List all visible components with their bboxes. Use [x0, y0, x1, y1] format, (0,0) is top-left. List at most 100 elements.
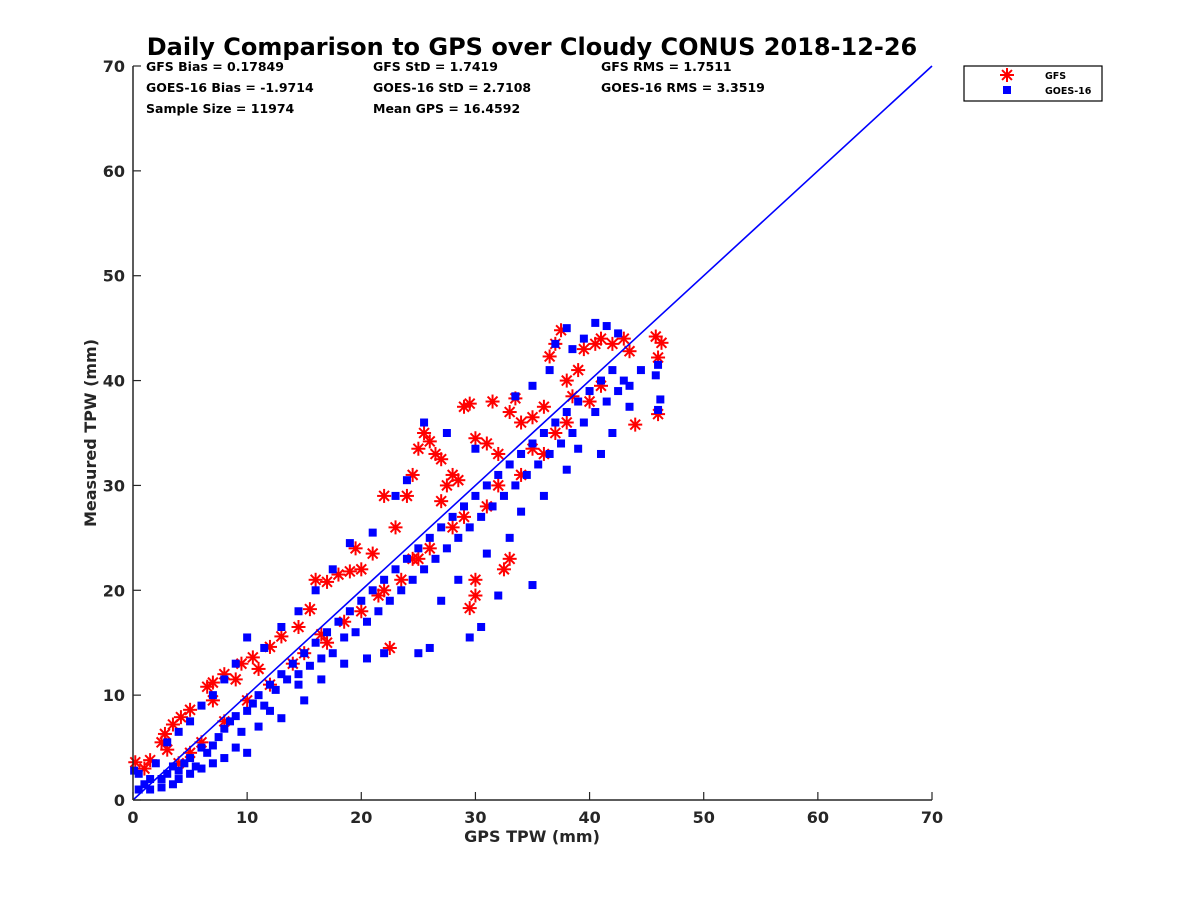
gfs-point: [542, 349, 557, 364]
x-axis-label: GPS TPW (mm): [464, 827, 600, 846]
goes-point: [368, 528, 377, 537]
gfs-point: [451, 473, 466, 488]
goes-point: [151, 759, 160, 768]
goes-point: [448, 512, 457, 521]
gfs-point: [628, 417, 643, 432]
goes-point: [608, 366, 617, 375]
gfs-point: [173, 710, 188, 725]
series-goes-16: [130, 318, 665, 794]
x-tick-label: 60: [807, 808, 829, 827]
goes-point: [340, 633, 349, 642]
plot-area: [128, 65, 933, 801]
goes-point: [574, 444, 583, 453]
goes-square-icon: [1003, 86, 1011, 94]
goes-point: [568, 345, 577, 354]
goes-point: [260, 643, 269, 652]
gfs-point: [514, 415, 529, 430]
goes-point: [482, 481, 491, 490]
gfs-point: [576, 342, 591, 357]
goes-point: [385, 596, 394, 605]
y-tick-label: 30: [103, 476, 125, 495]
gfs-point: [354, 604, 369, 619]
goes-point: [397, 586, 406, 595]
x-tick-label: 30: [464, 808, 486, 827]
goes-point: [328, 649, 337, 658]
goes-point: [168, 762, 177, 771]
x-tick-label: 50: [693, 808, 715, 827]
goes-point: [231, 712, 240, 721]
gfs-point: [422, 434, 437, 449]
x-tick-label: 0: [127, 808, 138, 827]
goes-point: [482, 549, 491, 558]
gfs-point: [571, 363, 586, 378]
goes-point: [323, 628, 332, 637]
goes-point: [277, 622, 286, 631]
goes-point: [243, 633, 252, 642]
goes-point: [311, 586, 320, 595]
goes-point: [614, 329, 623, 338]
goes-point: [340, 659, 349, 668]
goes-point: [551, 418, 560, 427]
goes-point: [305, 661, 314, 670]
goes-point: [351, 628, 360, 637]
goes-point: [591, 318, 600, 327]
goes-point: [539, 429, 548, 437]
goes-point: [237, 727, 246, 736]
legend-gfs-marker-icon: [1000, 68, 1014, 82]
goes-std-stat: GOES-16 StD = 2.7108: [373, 80, 531, 95]
gfs-point: [491, 446, 506, 461]
gfs-point: [559, 373, 574, 388]
goes-point: [596, 376, 605, 385]
y-tick-label: 0: [114, 791, 125, 810]
goes-point: [608, 429, 617, 437]
gfs-point: [302, 602, 317, 617]
goes-point: [505, 460, 514, 469]
gfs-point: [308, 572, 323, 587]
stats-block: GFS Bias = 0.17849 GFS StD = 1.7419 GFS …: [146, 59, 765, 116]
goes-point: [465, 523, 474, 532]
goes-point: [636, 366, 645, 375]
goes-point: [402, 554, 411, 563]
gfs-point: [485, 394, 500, 409]
goes-point: [651, 371, 660, 380]
goes-point: [602, 397, 611, 406]
goes-point: [437, 596, 446, 605]
goes-point: [477, 622, 486, 631]
goes-point: [425, 533, 434, 542]
goes-point: [186, 769, 195, 778]
goes-point: [557, 439, 566, 448]
goes-point: [146, 775, 155, 784]
gfs-point: [648, 329, 663, 344]
goes-point: [197, 764, 206, 773]
goes-point: [317, 675, 326, 684]
gfs-point: [434, 452, 449, 467]
gfs-point: [394, 572, 409, 587]
y-tick-label: 20: [103, 581, 125, 600]
gfs-point: [468, 572, 483, 587]
goes-point: [288, 659, 297, 668]
gfs-point: [559, 415, 574, 430]
goes-point: [180, 759, 189, 768]
goes-point: [579, 418, 588, 427]
goes-point: [220, 675, 229, 684]
gfs-point: [434, 494, 449, 509]
gfs-rms-stat: GFS RMS = 1.7511: [601, 59, 732, 74]
gfs-point: [382, 640, 397, 655]
goes-point: [231, 743, 240, 752]
gfs-point: [205, 675, 220, 690]
y-tick-label: 70: [103, 57, 125, 76]
goes-point: [157, 775, 166, 784]
goes-point: [545, 449, 554, 458]
goes-point: [197, 701, 206, 710]
goes-point: [334, 617, 343, 626]
goes-bias-stat: GOES-16 Bias = -1.9714: [146, 80, 314, 95]
gfs-point: [320, 574, 335, 589]
gfs-point: [399, 488, 414, 503]
gfs-point: [320, 635, 335, 650]
gfs-point: [654, 335, 669, 350]
goes-point: [585, 387, 594, 396]
goes-point: [134, 769, 143, 778]
gfs-point: [479, 436, 494, 451]
legend-box: [963, 65, 1103, 102]
goes-point: [539, 491, 548, 500]
